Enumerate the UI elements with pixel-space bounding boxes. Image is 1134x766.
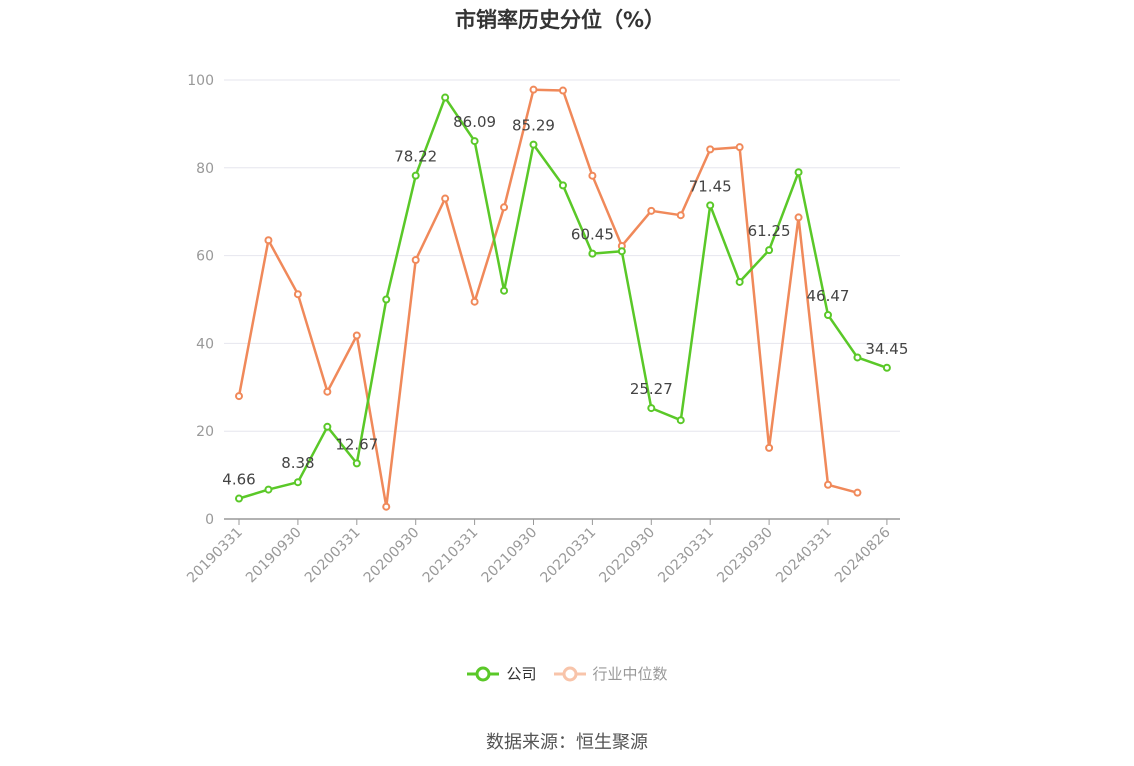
industry-median-point	[441, 194, 450, 203]
legend-label-industry-median: 行业中位数	[592, 665, 668, 683]
data-label: 46.47	[807, 287, 850, 305]
x-axis: 2019033120190930202003312020093020210331…	[184, 518, 900, 587]
industry-median-point	[382, 502, 391, 511]
legend-item-company[interactable]: 公司	[466, 663, 537, 684]
industry-median-point	[588, 171, 597, 180]
company-point	[352, 459, 361, 468]
company-point	[794, 168, 803, 177]
industry-median-point	[470, 297, 479, 306]
industry-median-point	[323, 387, 332, 396]
x-tick-label: 20210930	[479, 525, 541, 587]
industry-median-point	[411, 255, 420, 264]
y-tick-label: 40	[196, 336, 214, 352]
grid-lines	[224, 79, 900, 432]
company-point	[500, 286, 509, 295]
legend-label-company: 公司	[506, 665, 537, 683]
data-label: 12.67	[335, 435, 378, 453]
industry-median-point	[735, 143, 744, 152]
x-tick-label: 20240331	[773, 525, 835, 587]
industry-median-point	[264, 236, 273, 245]
data-label: 71.45	[689, 177, 732, 195]
company-point	[824, 310, 832, 319]
industry-median-line	[237, 88, 858, 508]
chart-title: 市销率历史分位（%）	[454, 8, 666, 32]
industry-median-point	[352, 331, 361, 340]
x-tick-label: 20240826	[832, 524, 894, 586]
y-tick-label: 20	[196, 424, 214, 440]
company-point	[264, 485, 273, 494]
data-label: 78.22	[394, 148, 437, 166]
y-axis-ticks: 0 20 40 60 80 100	[187, 73, 214, 528]
data-label: 4.66	[222, 471, 255, 489]
company-point	[647, 404, 656, 413]
data-label: 60.45	[571, 226, 614, 244]
company-point	[382, 295, 391, 304]
company-point	[735, 277, 744, 286]
x-tick-label: 20210331	[420, 525, 482, 587]
company-point	[441, 93, 450, 102]
industry-median-point	[706, 145, 715, 154]
data-labels: 4.66 8.38 12.67 78.22 86.09 85.29 60.45 25.27 71…	[222, 113, 908, 488]
industry-median-point	[853, 488, 862, 497]
legend-company-marker-icon	[467, 666, 500, 681]
x-tick-label: 20220930	[596, 525, 658, 587]
company-point	[235, 494, 243, 503]
legend: 公司 行业中位数	[0, 663, 1134, 684]
data-label: 86.09	[453, 113, 496, 131]
data-label: 85.29	[512, 117, 555, 135]
y-tick-label: 100	[187, 73, 214, 89]
company-point	[706, 201, 715, 210]
x-tick-label: 20230930	[714, 525, 776, 587]
industry-median-point	[235, 392, 243, 401]
company-point	[676, 416, 685, 425]
industry-median-point	[824, 480, 832, 489]
company-point	[293, 478, 302, 487]
data-label: 8.38	[281, 454, 314, 472]
x-tick-label: 20200930	[361, 525, 423, 587]
y-tick-label: 0	[205, 512, 214, 528]
company-point	[323, 422, 332, 431]
data-label: 61.25	[748, 222, 791, 240]
industry-median-point	[794, 213, 803, 222]
industry-median-point	[676, 211, 685, 220]
x-tick-label: 20190331	[184, 525, 246, 587]
y-tick-label: 80	[196, 161, 214, 177]
company-point	[411, 171, 420, 180]
data-label: 34.45	[865, 340, 908, 358]
company-point	[588, 249, 597, 258]
company-point	[853, 353, 862, 362]
company-point	[558, 181, 567, 190]
x-tick-label: 20190930	[243, 525, 305, 587]
legend-median-marker-icon	[553, 666, 586, 681]
company-point	[470, 137, 479, 146]
series-layer	[235, 85, 891, 511]
legend-item-industry-median[interactable]: 行业中位数	[553, 663, 668, 684]
x-tick-label: 20200331	[302, 525, 364, 587]
industry-median-point	[500, 203, 509, 212]
data-source: 数据来源：恒生聚源	[486, 732, 648, 753]
company-point	[617, 247, 626, 256]
company-point	[882, 363, 891, 372]
industry-median-point	[293, 290, 302, 299]
company-point	[765, 246, 774, 255]
industry-median-point	[647, 206, 656, 215]
data-label: 25.27	[630, 380, 673, 398]
company-point	[529, 140, 538, 149]
x-tick-label: 20230331	[655, 525, 717, 587]
industry-median-point	[529, 85, 538, 94]
x-tick-label: 20220331	[538, 525, 600, 587]
y-tick-label: 60	[196, 249, 214, 265]
industry-median-point	[558, 86, 567, 95]
industry-median-point	[765, 443, 774, 452]
